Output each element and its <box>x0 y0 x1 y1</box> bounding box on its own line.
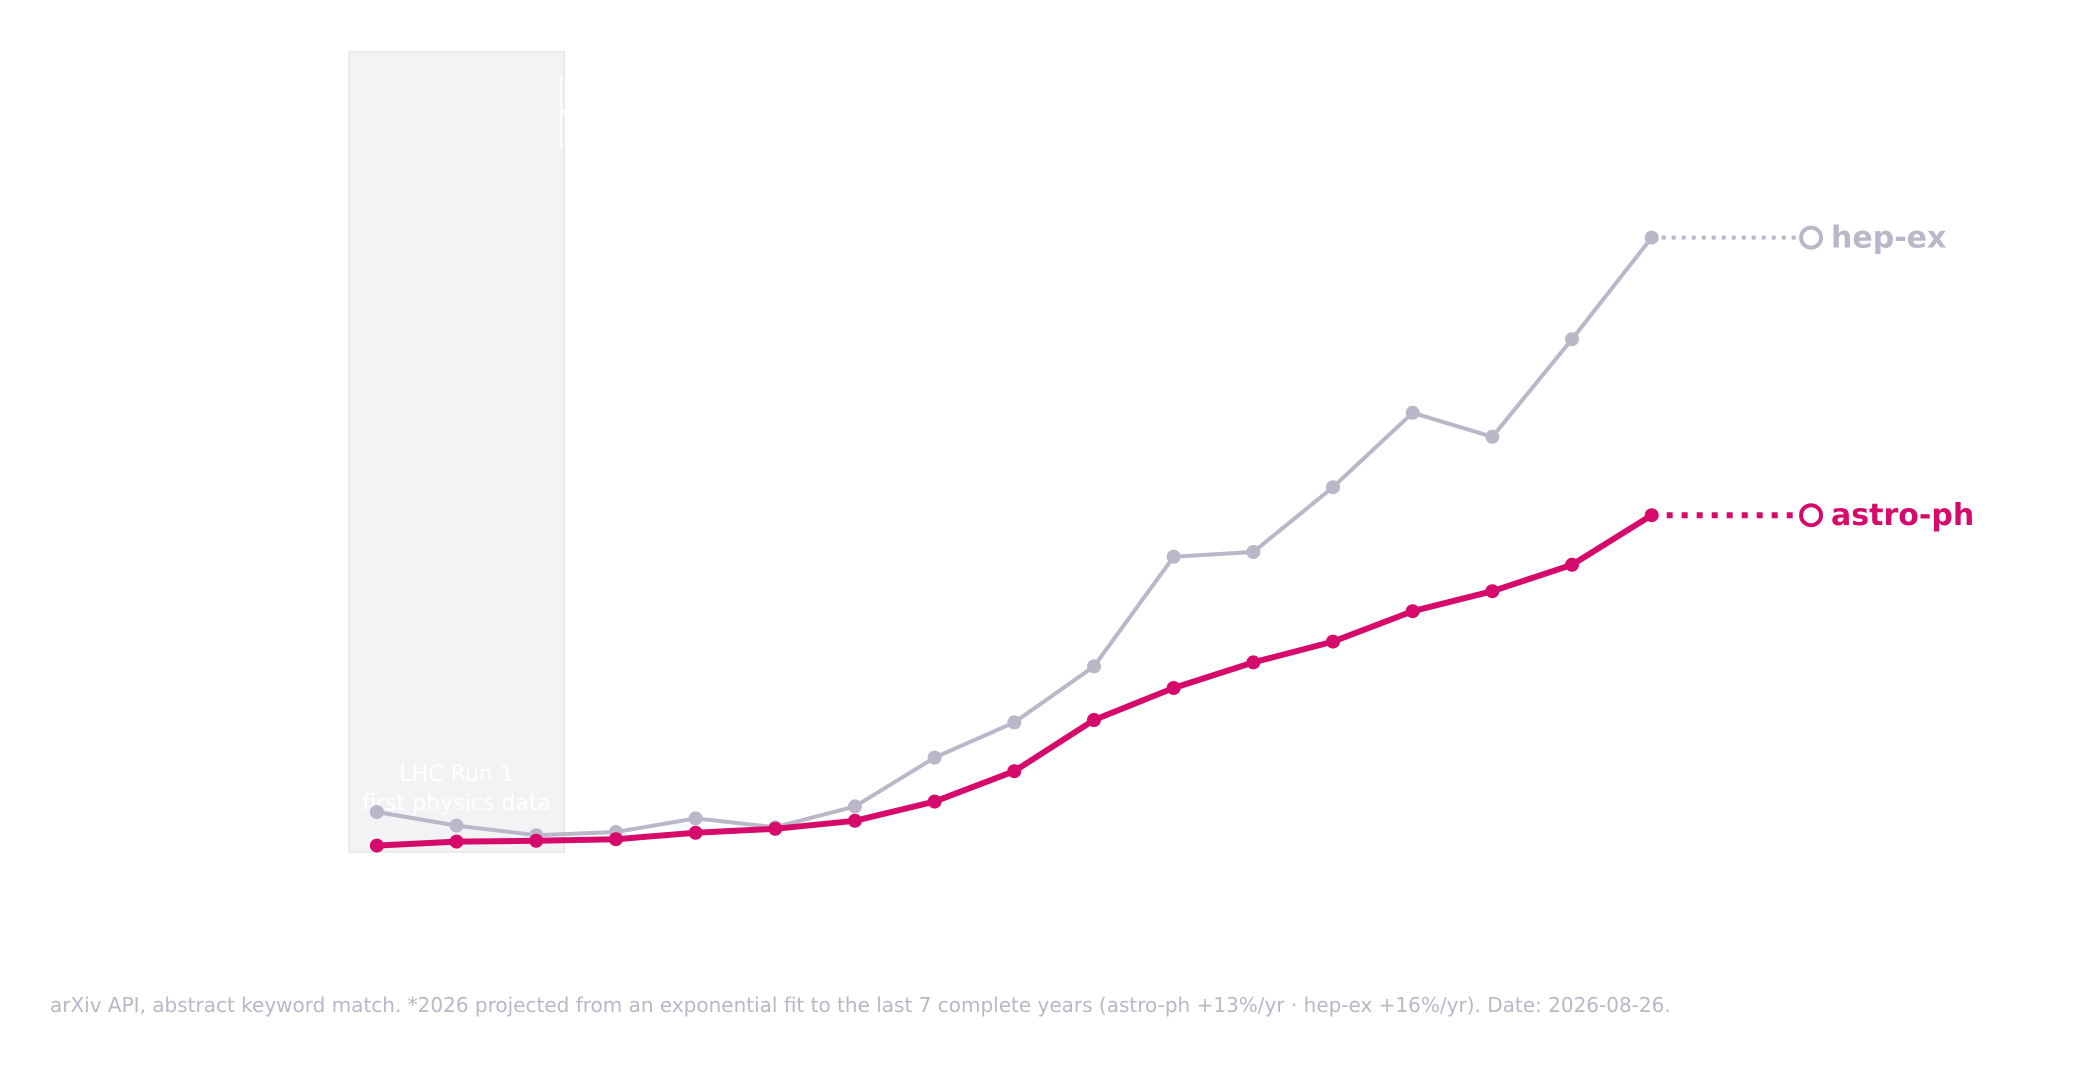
data-point-hep-ex <box>1565 332 1580 347</box>
data-point-astro-ph <box>688 825 703 840</box>
data-point-astro-ph <box>529 833 544 848</box>
series-label-hep-ex: hep-ex <box>1831 221 1946 256</box>
footnote-container: arXiv API, abstract keyword match. *2026… <box>50 993 2030 1017</box>
data-point-hep-ex <box>369 805 384 819</box>
data-point-astro-ph <box>1246 655 1261 670</box>
data-point-hep-ex <box>1644 230 1659 245</box>
data-point-astro-ph <box>927 794 942 809</box>
data-point-astro-ph <box>847 813 862 828</box>
data-point-hep-ex <box>847 799 862 814</box>
data-point-hep-ex <box>1485 429 1500 444</box>
data-point-astro-ph <box>1644 508 1659 523</box>
data-point-hep-ex <box>1007 715 1022 730</box>
data-point-hep-ex <box>688 811 703 826</box>
shaded-region-lhc-run1 <box>348 51 565 853</box>
label-layer: hep-ex astro-ph <box>1831 221 1974 534</box>
data-point-astro-ph <box>369 838 384 853</box>
series-label-astro-ph: astro-ph <box>1831 498 1974 533</box>
shaded-region-label-line1: LHC Run 1 <box>399 762 513 787</box>
series-line-astro-ph <box>373 512 1655 849</box>
data-point-astro-ph <box>1007 764 1022 779</box>
data-point-astro-ph <box>449 834 464 849</box>
data-point-hep-ex <box>1166 549 1181 564</box>
projected-point-hep-ex <box>1799 225 1824 250</box>
series-layer <box>369 225 1824 853</box>
data-point-astro-ph <box>1565 557 1580 572</box>
data-point-hep-ex <box>1405 405 1420 420</box>
data-point-hep-ex <box>1246 545 1261 559</box>
data-point-hep-ex <box>927 750 942 765</box>
projected-point-astro-ph <box>1799 503 1824 528</box>
data-point-hep-ex <box>1325 480 1340 495</box>
shaded-region-label-line2: first physics data <box>362 791 551 816</box>
series-line-hep-ex <box>374 235 1654 838</box>
data-point-astro-ph <box>1325 634 1340 649</box>
data-point-astro-ph <box>1405 604 1420 619</box>
source-note: arXiv API, abstract keyword match. *2026… <box>50 993 1671 1017</box>
data-point-astro-ph <box>768 821 783 836</box>
data-point-hep-ex <box>449 818 464 833</box>
data-point-astro-ph <box>608 832 623 847</box>
data-point-astro-ph <box>1485 584 1500 599</box>
data-point-astro-ph <box>1086 713 1101 727</box>
data-point-astro-ph <box>1166 681 1181 695</box>
data-point-hep-ex <box>1086 659 1101 674</box>
